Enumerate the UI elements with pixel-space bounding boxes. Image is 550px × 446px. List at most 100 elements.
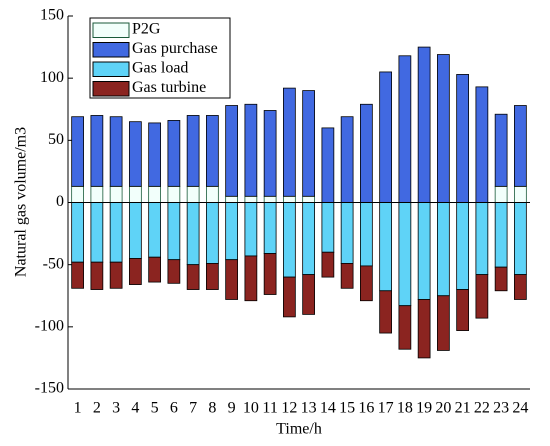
- bar-segment: [109, 185, 123, 203]
- x-tick-label: 6: [170, 400, 178, 417]
- x-tick-label: 16: [358, 400, 374, 417]
- bar-segment: [206, 263, 219, 290]
- bar-segment: [417, 46, 431, 203]
- bar-segment: [167, 185, 181, 203]
- bar-segment: [494, 113, 508, 187]
- x-tick-label: 1: [74, 400, 82, 417]
- bar-segment: [379, 202, 392, 292]
- bar-segment: [494, 266, 508, 292]
- bar-segment: [340, 116, 354, 203]
- x-tick-label: 9: [228, 400, 236, 417]
- x-tick-label: 5: [151, 400, 159, 417]
- bar-segment: [186, 264, 200, 290]
- bar-segment: [109, 261, 123, 289]
- y-tick-label: 150: [40, 7, 64, 24]
- bar-segment: [302, 195, 315, 203]
- y-tick-label: -50: [43, 255, 64, 272]
- bar-segment: [263, 202, 277, 254]
- bar-segment: [167, 120, 181, 187]
- x-tick-label: 21: [455, 400, 471, 417]
- bar-segment: [71, 185, 84, 203]
- bar-segment: [475, 86, 489, 203]
- y-tick-label: 50: [48, 131, 64, 148]
- bar-segment: [494, 202, 508, 268]
- x-tick-label: 24: [512, 400, 528, 417]
- bar-segment: [379, 71, 392, 203]
- bar-segment: [129, 202, 142, 259]
- bar-segment: [90, 202, 104, 263]
- bar-segment: [225, 105, 238, 197]
- x-tick-label: 10: [243, 400, 259, 417]
- bar-segment: [456, 202, 469, 290]
- bar-segment: [186, 115, 200, 187]
- x-tick-label: 3: [112, 400, 120, 417]
- bar-segment: [321, 127, 335, 203]
- bar-segment: [437, 295, 450, 351]
- x-tick-label: 8: [208, 400, 216, 417]
- bar-segment: [206, 202, 219, 264]
- bar-segment: [167, 259, 181, 284]
- bar-segment: [302, 202, 315, 276]
- bar-segment: [379, 290, 392, 334]
- bar-segment: [148, 122, 161, 187]
- x-tick-label: 12: [281, 400, 297, 417]
- legend-swatch: [92, 42, 130, 58]
- x-tick-label: 11: [262, 400, 277, 417]
- bar-segment: [263, 253, 277, 295]
- bar-segment: [129, 258, 142, 285]
- legend-swatch: [92, 61, 130, 77]
- bar-segment: [148, 256, 161, 283]
- x-tick-label: 7: [189, 400, 197, 417]
- legend-label: Gas load: [132, 59, 188, 76]
- bar-segment: [514, 202, 527, 276]
- bar-segment: [398, 55, 412, 203]
- bar-segment: [302, 274, 315, 315]
- bar-segment: [263, 110, 277, 197]
- bar-segment: [340, 263, 354, 289]
- bar-segment: [129, 185, 142, 203]
- bar-segment: [456, 74, 469, 203]
- bar-segment: [244, 103, 258, 197]
- legend-label: Gas turbine: [132, 79, 206, 96]
- bar-segment: [475, 202, 489, 276]
- bar-segment: [71, 261, 84, 289]
- bar-segment: [206, 115, 219, 187]
- bar-segment: [129, 121, 142, 187]
- bar-segment: [71, 116, 84, 187]
- x-tick-label: 13: [301, 400, 317, 417]
- bar-segment: [321, 251, 335, 278]
- bar-segment: [514, 185, 527, 203]
- bar-segment: [321, 202, 335, 253]
- bar-segment: [109, 202, 123, 263]
- bar-segment: [186, 202, 200, 266]
- bar-segment: [206, 185, 219, 203]
- bar-segment: [90, 185, 104, 203]
- x-tick-label: 17: [378, 400, 394, 417]
- bar-segment: [437, 202, 450, 297]
- bar-segment: [283, 87, 296, 197]
- bar-segment: [244, 202, 258, 257]
- y-tick-label: -100: [35, 318, 64, 335]
- x-tick-label: 2: [93, 400, 101, 417]
- bar-segment: [90, 261, 104, 290]
- bar-segment: [283, 276, 296, 318]
- x-tick-label: 14: [320, 400, 336, 417]
- bar-segment: [360, 202, 373, 267]
- bar-segment: [494, 185, 508, 203]
- x-tick-label: 19: [416, 400, 432, 417]
- bar-segment: [90, 115, 104, 187]
- bar-segment: [225, 259, 238, 300]
- bar-segment: [244, 255, 258, 302]
- bar-segment: [514, 105, 527, 187]
- legend-label: Gas purchase: [132, 40, 218, 57]
- x-tick-label: 15: [339, 400, 355, 417]
- x-tick-label: 22: [474, 400, 490, 417]
- bar-segment: [360, 265, 373, 302]
- bar-segment: [417, 299, 431, 359]
- x-axis-label: Time/h: [276, 421, 322, 438]
- bar-segment: [225, 202, 238, 261]
- bar-segment: [456, 289, 469, 331]
- bar-segment: [148, 202, 161, 258]
- bar-segment: [475, 274, 489, 319]
